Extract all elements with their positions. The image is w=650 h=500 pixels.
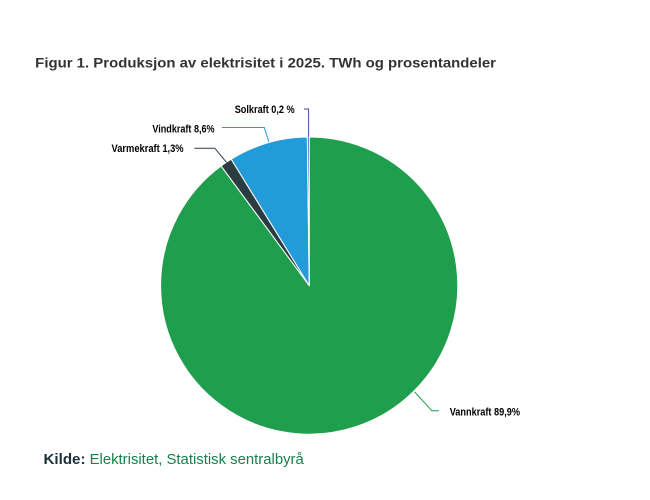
svg-text:Figur 1. Produksjon av elektri: Figur 1. Produksjon av elektrisitet i 20… xyxy=(35,55,497,70)
svg-text:Vannkraft 89,9%: Vannkraft 89,9% xyxy=(450,407,520,419)
svg-text:Vindkraft 8,6%: Vindkraft 8,6% xyxy=(152,124,214,136)
svg-text:Varmekraft 1,3%: Varmekraft 1,3% xyxy=(112,143,184,155)
svg-text:Kilde:: Kilde: xyxy=(44,451,86,468)
svg-text:Elektrisitet, Statistisk sentr: Elektrisitet, Statistisk sentralbyrå xyxy=(90,451,305,468)
svg-text:Solkraft 0,2 %: Solkraft 0,2 % xyxy=(235,104,295,116)
